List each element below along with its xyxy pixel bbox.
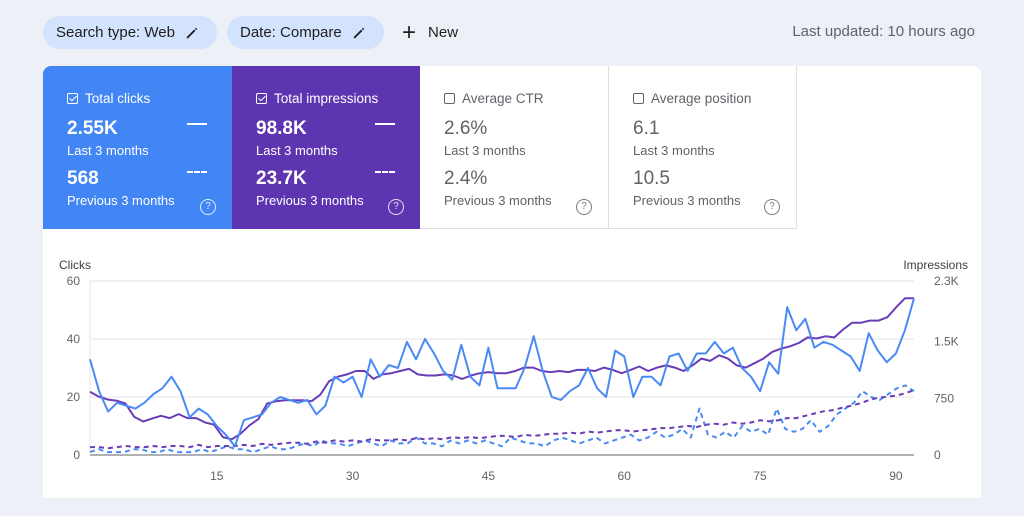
performance-card: Total clicks 2.55K Last 3 months 568 Pre… [43,66,981,498]
y-left-tick-label: 40 [67,332,81,346]
series-line-previous-impressions [90,389,915,450]
plus-icon: + [402,18,417,46]
metric-value: 2.6% [444,118,488,139]
series-line-total-impressions [89,297,914,441]
y-left-tick-label: 60 [67,274,81,288]
metric-previous-period: Previous 3 months [256,193,364,208]
metric-header: Total impressions [256,90,420,106]
date-label: Date: Compare [240,24,342,41]
search-type-filter-chip[interactable]: Search type: Web [43,16,217,49]
dashed-line-legend-icon [187,171,207,173]
dashed-line-legend-icon [375,171,395,173]
metric-header: Average position [633,90,796,106]
performance-chart[interactable]: Clicks Impressions 0 20 40 60 0 750 1.5K 2.3K 15… [43,229,981,498]
metric-previous-period: Previous 3 months [633,193,741,208]
search-type-label: Search type: Web [56,24,175,41]
y-right-tick-label: 1.5K [934,335,959,349]
chart-canvas: 0 20 40 60 0 750 1.5K 2.3K 15 30 45 60 75 90 [67,274,959,483]
date-filter-chip[interactable]: Date: Compare [227,16,384,49]
new-label: New [428,24,459,41]
help-icon[interactable]: ? [388,199,404,215]
help-icon[interactable]: ? [764,199,780,215]
new-filter-button[interactable]: + New [402,16,458,49]
metric-value: 98.8K [256,118,307,139]
last-updated-text: Last updated: 10 hours ago [792,23,975,40]
metric-previous-value: 23.7K [256,168,307,189]
metric-average-ctr[interactable]: Average CTR 2.6% Last 3 months 2.4% Prev… [420,66,609,229]
y-right-tick-label: 750 [934,391,954,405]
y-right-tick-label: 2.3K [934,274,959,288]
solid-line-legend-icon [375,123,395,125]
metric-period: Last 3 months [633,143,715,158]
y-left-tick-label: 0 [73,448,80,462]
metric-previous-value: 10.5 [633,168,670,189]
metric-previous-value: 568 [67,168,99,189]
metric-name: Total clicks [85,90,151,106]
metric-period: Last 3 months [67,143,149,158]
checkbox-unchecked-icon[interactable] [633,92,644,104]
metric-total-impressions[interactable]: Total impressions 98.8K Last 3 months 23… [232,66,420,229]
metric-total-clicks[interactable]: Total clicks 2.55K Last 3 months 568 Pre… [43,66,232,229]
metric-name: Average position [651,90,752,106]
metric-value: 6.1 [633,118,660,139]
metric-header: Average CTR [444,90,608,106]
x-tick-label: 60 [618,469,632,483]
metric-period: Last 3 months [444,143,526,158]
metric-period: Last 3 months [256,143,338,158]
checkbox-checked-icon[interactable] [67,92,78,104]
checkbox-checked-icon[interactable] [256,92,267,104]
metric-name: Average CTR [462,90,544,106]
series-line-previous-clicks [89,384,915,454]
solid-line-legend-icon [187,123,207,125]
checkbox-unchecked-icon[interactable] [444,92,455,104]
y-left-axis-title: Clicks [59,258,91,272]
metric-previous-period: Previous 3 months [444,193,552,208]
edit-pencil-icon [353,27,364,38]
x-tick-label: 30 [346,469,360,483]
y-right-tick-label: 0 [934,448,941,462]
top-toolbar: Search type: Web Date: Compare + New Las… [0,0,1024,64]
help-icon[interactable]: ? [576,199,592,215]
metric-previous-value: 2.4% [444,168,488,189]
metric-average-position[interactable]: Average position 6.1 Last 3 months 10.5 … [609,66,797,229]
metric-previous-period: Previous 3 months [67,193,175,208]
series-line-total-clicks [89,298,915,448]
x-tick-label: 75 [753,469,767,483]
edit-pencil-icon [186,27,198,38]
metric-name: Total impressions [274,90,379,106]
x-tick-label: 15 [210,469,224,483]
x-tick-label: 90 [889,469,903,483]
metric-header: Total clicks [67,90,232,106]
y-right-axis-title: Impressions [903,258,968,272]
metric-value: 2.55K [67,118,118,139]
y-left-tick-label: 20 [67,390,81,404]
help-icon[interactable]: ? [200,199,216,215]
x-tick-label: 45 [482,469,496,483]
